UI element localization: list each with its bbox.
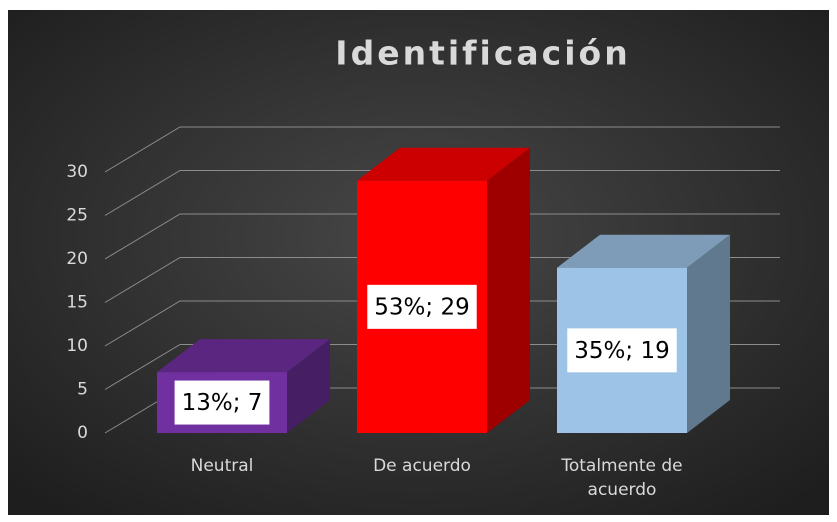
y-tick-label: 0: [77, 423, 88, 443]
y-tick-label: 30: [66, 162, 88, 182]
data-label: 35%; 19: [574, 338, 669, 364]
data-label-box: [567, 328, 677, 373]
y-tick-label: 25: [66, 206, 88, 226]
bar-side: [287, 339, 330, 433]
bar-side: [687, 234, 730, 433]
data-label: 53%; 29: [374, 294, 469, 320]
y-tick-label: 20: [66, 249, 88, 269]
grid-line: [104, 213, 780, 260]
y-tick-label: 5: [77, 380, 88, 400]
data-label-box: [174, 380, 270, 425]
x-tick-label: Neutral: [190, 456, 254, 476]
data-label-box: [367, 284, 477, 329]
y-tick-label: 15: [66, 293, 88, 313]
chart-title: Identificación: [335, 34, 630, 73]
x-tick-label: Totalmente de acuerdo: [561, 456, 683, 500]
bar-side: [487, 147, 530, 433]
data-label: 13%; 7: [182, 390, 263, 416]
bar-top: [357, 147, 530, 181]
x-tick-label: De acuerdo: [373, 456, 471, 476]
grid-line: [104, 126, 780, 173]
bar-top: [557, 234, 730, 268]
y-tick-label: 10: [66, 336, 88, 356]
grid-line: [104, 170, 780, 216]
bar-top: [157, 339, 330, 373]
